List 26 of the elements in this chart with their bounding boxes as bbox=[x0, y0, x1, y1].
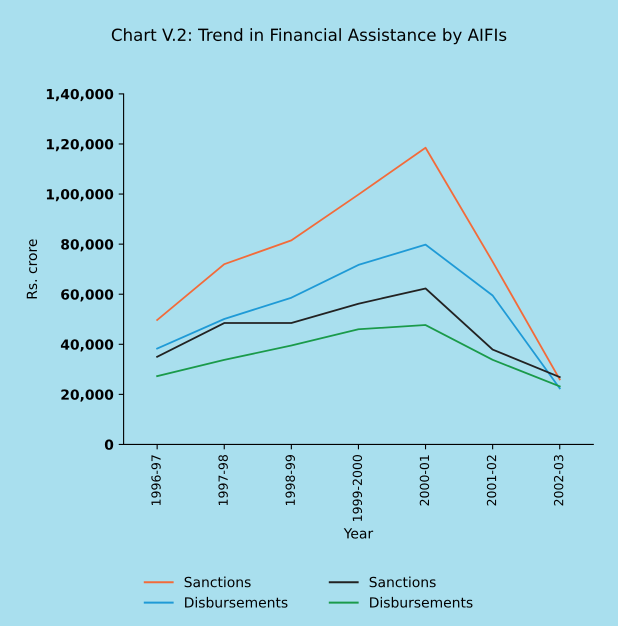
legend-label: Disbursements bbox=[370, 596, 473, 608]
legend-label: Sanctions bbox=[370, 576, 436, 588]
y-tick-label: 60,000 bbox=[61, 289, 114, 302]
line-series bbox=[156, 244, 561, 390]
legend-label: Sanctions bbox=[184, 576, 251, 588]
legend-label: Disbursements bbox=[185, 596, 288, 608]
x-tick-label: 1999-2000 bbox=[352, 455, 362, 521]
y-tick-label: 1,00,000 bbox=[46, 189, 114, 202]
y-axis-title: Rs. crore bbox=[26, 239, 38, 298]
x-tick-label: 1997-98 bbox=[218, 455, 228, 506]
x-tick-label: 2001-02 bbox=[486, 455, 496, 506]
chart-title: Chart V.2: Trend in Financial Assistance by AIFIs bbox=[112, 28, 506, 44]
line-series bbox=[156, 288, 561, 378]
x-tick-label: 2002-03 bbox=[554, 455, 564, 506]
x-tick-label: 1998-99 bbox=[286, 455, 295, 506]
y-tick-label: 40,000 bbox=[60, 339, 114, 352]
y-tick-label: 80,000 bbox=[61, 239, 114, 252]
line-series bbox=[156, 324, 561, 388]
y-tick-label: 0 bbox=[104, 439, 114, 450]
line-series bbox=[156, 146, 561, 380]
y-tick-label: 1,20,000 bbox=[46, 138, 114, 152]
y-tick-label: 1,40,000 bbox=[46, 88, 114, 102]
x-tick-label: 2000-01 bbox=[420, 455, 430, 506]
x-tick-label: 1996-97 bbox=[151, 455, 161, 506]
x-axis-title: Year bbox=[344, 528, 374, 539]
y-tick-label: 20,000 bbox=[61, 389, 114, 402]
